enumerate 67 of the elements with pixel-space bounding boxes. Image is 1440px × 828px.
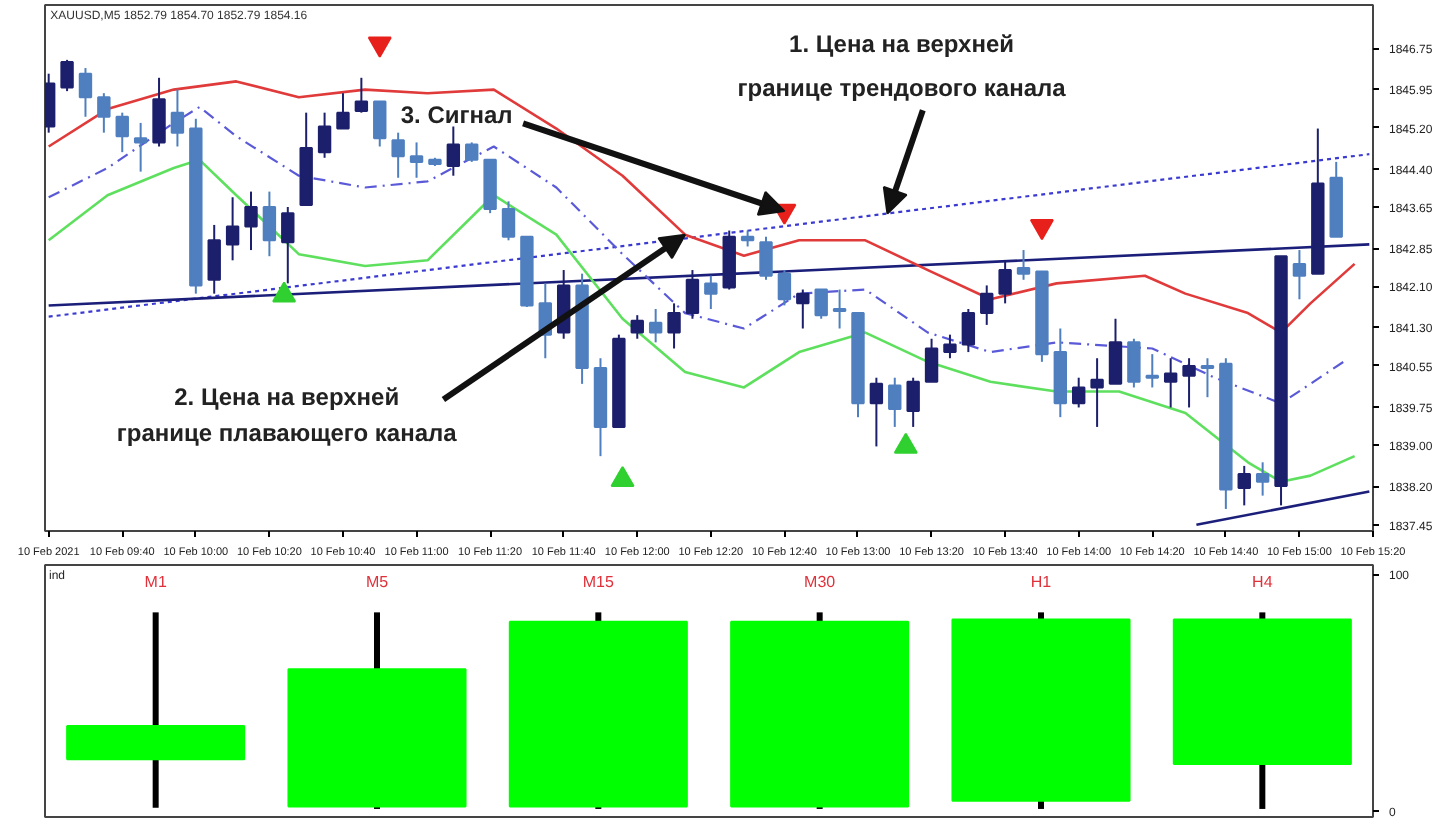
candlestick: [409, 141, 424, 179]
point: [1029, 219, 1054, 241]
annotation: 2. Цена на верхней границе плавающего канала: [116, 383, 458, 447]
x-tick-label: M1: [144, 573, 168, 591]
candlestick: [78, 67, 93, 118]
candlestick: [336, 92, 350, 130]
candlestick: [115, 111, 129, 154]
candlestick: [207, 223, 221, 295]
annotation: 3. Сигнал: [400, 101, 513, 130]
candlestick: [1200, 357, 1215, 399]
candlestick: [630, 314, 644, 340]
candlestick: [317, 111, 332, 159]
annotation: 1. Цена на верхней границе трендового канала: [737, 30, 1067, 102]
candlestick: [906, 376, 920, 428]
candlestick: [391, 131, 405, 179]
candlestick: [943, 333, 957, 360]
candlestick: [152, 76, 166, 148]
candlestick: [667, 302, 681, 350]
x-tick-label: M5: [365, 573, 390, 591]
candlestick: [170, 88, 185, 148]
candlestick: [373, 100, 387, 148]
candlestick: [888, 376, 902, 428]
candlestick: [814, 288, 828, 320]
candlestick: [924, 337, 939, 383]
candlestick: [1145, 353, 1159, 389]
x-tick-label: H4: [1252, 573, 1274, 591]
candlestick: [704, 274, 718, 311]
x-tick-label: H1: [1030, 573, 1053, 591]
candlestick: [869, 376, 884, 448]
candlestick: [1127, 337, 1141, 389]
candlestick: [1016, 249, 1031, 281]
candlestick: [354, 76, 369, 114]
candlestick: [45, 72, 56, 134]
candlestick: [446, 125, 461, 177]
x-tick-label: M30: [804, 573, 837, 591]
candlestick: [1090, 357, 1104, 428]
candlestick: [465, 141, 479, 163]
candlestick: [796, 288, 810, 330]
candlestick: [501, 200, 516, 242]
candlestick: [1182, 357, 1196, 409]
candlestick: [648, 308, 663, 344]
candlestick: [759, 235, 773, 281]
candlestick: [281, 205, 295, 285]
candlestick: [1108, 317, 1123, 385]
candlestick: [244, 190, 258, 252]
point: [367, 36, 392, 58]
candlestick: [961, 308, 976, 354]
point: [893, 432, 918, 454]
candlestick: [777, 269, 792, 307]
candlestick: [1237, 464, 1251, 507]
candlestick: [1163, 357, 1178, 409]
candlestick: [1255, 461, 1270, 497]
point: [610, 466, 635, 488]
candlestick: [685, 269, 700, 320]
candlestick: [225, 196, 240, 262]
candlestick: [980, 284, 994, 326]
candlestick: [1292, 249, 1307, 301]
candlestick: [832, 288, 847, 330]
candlestick: [998, 259, 1012, 305]
candlestick: [262, 190, 277, 258]
candlestick: [97, 92, 111, 134]
line-series: [47, 158, 1356, 484]
candlestick: [1072, 376, 1086, 409]
candlestick: [133, 121, 148, 173]
candlestick: [60, 58, 74, 93]
x-tick-label: M15: [582, 573, 615, 591]
line-series: [47, 80, 1356, 334]
